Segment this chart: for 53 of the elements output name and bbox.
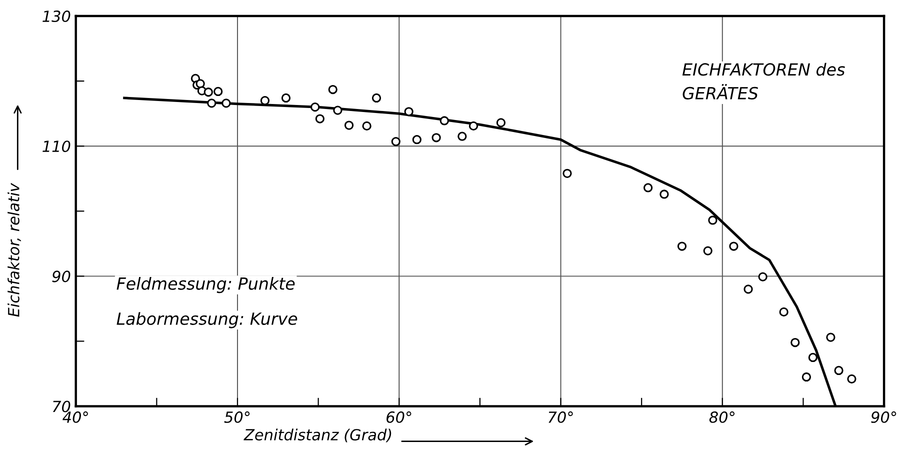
x-tick-label: 90° [871,411,896,423]
point [328,84,338,94]
x-axis-title: Zenitdistanz (Grad) [244,428,392,442]
x-tick-label: 60° [386,411,412,423]
x-tick-label: 70° [548,411,573,423]
point [315,114,324,124]
annotation: EICHFAKTOREN des GERÄTES [682,62,845,100]
point [207,98,216,108]
point [562,168,572,178]
point [404,107,414,116]
point [808,352,818,362]
point [802,372,812,382]
point [333,106,342,115]
point [703,246,712,256]
point [468,121,478,131]
point [344,120,354,130]
y-tick-label: 110 [42,140,70,152]
point [391,136,400,146]
point [677,242,687,251]
point [372,93,382,103]
point [779,307,788,317]
point [834,366,844,376]
point [412,135,422,144]
point [260,96,270,106]
y-tick-label: 70 [52,400,70,412]
x-tick-label: 50° [224,411,250,423]
x-tick-label: 80° [709,411,734,423]
annotation: Feldmessung: Punkte [116,276,295,294]
point [847,374,856,384]
point [458,132,467,141]
y-tick-label: 130 [42,10,70,22]
x-tick-label: 40° [62,411,88,423]
point [196,79,205,88]
y-tick-label: 90 [52,270,70,282]
point [758,272,768,282]
point [643,183,653,192]
point [496,118,506,128]
point [826,332,836,342]
point [310,102,320,112]
point [729,242,738,251]
point [204,88,213,97]
point [790,338,800,348]
point [744,284,753,294]
point [660,190,669,199]
point [432,133,441,142]
point [708,216,718,225]
point [214,86,223,96]
point [281,93,291,103]
y-axis-title: Eichfaktor, relativ [8,182,21,317]
point [362,121,372,131]
point [440,116,449,126]
annotation: Labormessung: Kurve [116,312,298,328]
point [222,98,231,108]
